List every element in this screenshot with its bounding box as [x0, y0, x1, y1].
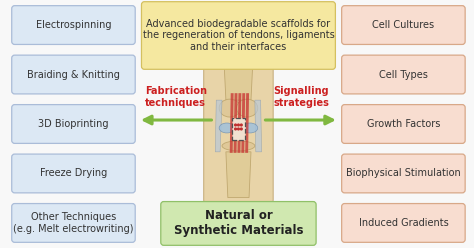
FancyBboxPatch shape [12, 204, 135, 242]
Ellipse shape [242, 123, 258, 133]
FancyBboxPatch shape [204, 54, 273, 206]
Polygon shape [215, 100, 222, 152]
Text: Signalling
strategies: Signalling strategies [273, 87, 329, 108]
FancyBboxPatch shape [12, 154, 135, 193]
Circle shape [237, 124, 239, 126]
FancyBboxPatch shape [141, 2, 336, 69]
Text: Natural or
Synthetic Materials: Natural or Synthetic Materials [173, 210, 303, 237]
Polygon shape [234, 93, 237, 153]
Text: Braiding & Knitting: Braiding & Knitting [27, 69, 120, 80]
Text: Fabrication
techniques: Fabrication techniques [145, 87, 207, 108]
Polygon shape [245, 93, 249, 153]
Polygon shape [230, 93, 234, 153]
FancyBboxPatch shape [12, 105, 135, 143]
FancyBboxPatch shape [342, 6, 465, 44]
Ellipse shape [219, 99, 240, 117]
FancyBboxPatch shape [12, 55, 135, 94]
Circle shape [237, 128, 239, 130]
Circle shape [240, 128, 242, 130]
Text: Biophysical Stimulation: Biophysical Stimulation [346, 168, 461, 179]
Polygon shape [237, 93, 241, 153]
Ellipse shape [219, 123, 235, 133]
Text: Cell Types: Cell Types [379, 69, 428, 80]
Circle shape [235, 124, 237, 126]
FancyBboxPatch shape [342, 204, 465, 242]
Polygon shape [241, 93, 245, 153]
Text: Other Techniques
(e.g. Melt electrowriting): Other Techniques (e.g. Melt electrowriti… [13, 212, 134, 234]
Bar [232, 118, 245, 140]
Text: Growth Factors: Growth Factors [367, 119, 440, 129]
Circle shape [240, 124, 242, 126]
Text: Electrospinning: Electrospinning [36, 20, 111, 30]
Ellipse shape [222, 141, 255, 151]
FancyBboxPatch shape [342, 55, 465, 94]
Text: Cell Cultures: Cell Cultures [373, 20, 435, 30]
Text: Freeze Drying: Freeze Drying [40, 168, 107, 179]
Polygon shape [226, 152, 251, 198]
Text: Induced Gradients: Induced Gradients [358, 218, 448, 228]
FancyBboxPatch shape [342, 105, 465, 143]
FancyBboxPatch shape [161, 202, 316, 245]
FancyBboxPatch shape [12, 6, 135, 44]
FancyBboxPatch shape [342, 154, 465, 193]
Ellipse shape [237, 99, 258, 117]
Text: 3D Bioprinting: 3D Bioprinting [38, 119, 109, 129]
Text: Advanced biodegradable scaffolds for
the regeneration of tendons, ligaments
and : Advanced biodegradable scaffolds for the… [143, 19, 334, 52]
Polygon shape [255, 100, 262, 152]
Polygon shape [224, 60, 253, 100]
Circle shape [235, 128, 237, 130]
